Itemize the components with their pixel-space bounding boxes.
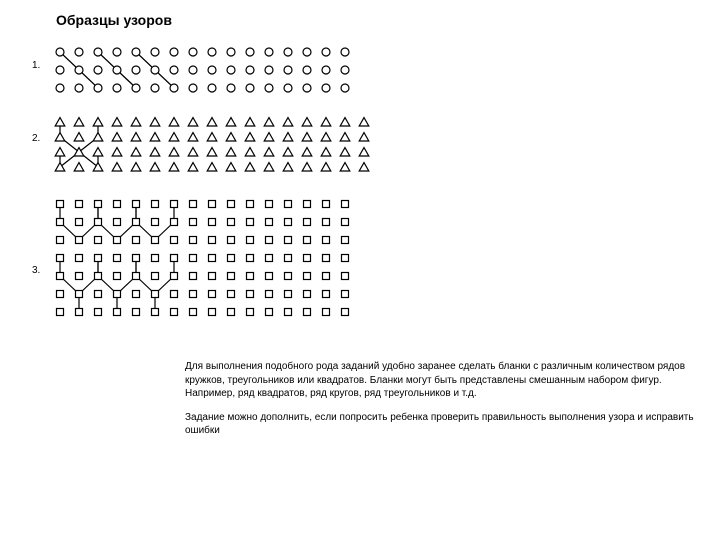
body-text: Для выполнения подобного рода заданий уд… bbox=[185, 360, 705, 448]
paragraph-1: Для выполнения подобного рода заданий уд… bbox=[185, 360, 705, 401]
pattern-2-grid bbox=[46, 108, 378, 181]
paragraph-2: Задание можно дополнить, если попросить … bbox=[185, 411, 705, 438]
pattern-3-grid bbox=[46, 190, 359, 326]
pattern-3-label: 3. bbox=[32, 265, 40, 276]
page-title: Образцы узоров bbox=[56, 12, 172, 28]
pattern-2-label: 2. bbox=[32, 133, 40, 144]
pattern-1-label: 1. bbox=[32, 60, 40, 71]
pattern-1-grid bbox=[46, 38, 359, 102]
